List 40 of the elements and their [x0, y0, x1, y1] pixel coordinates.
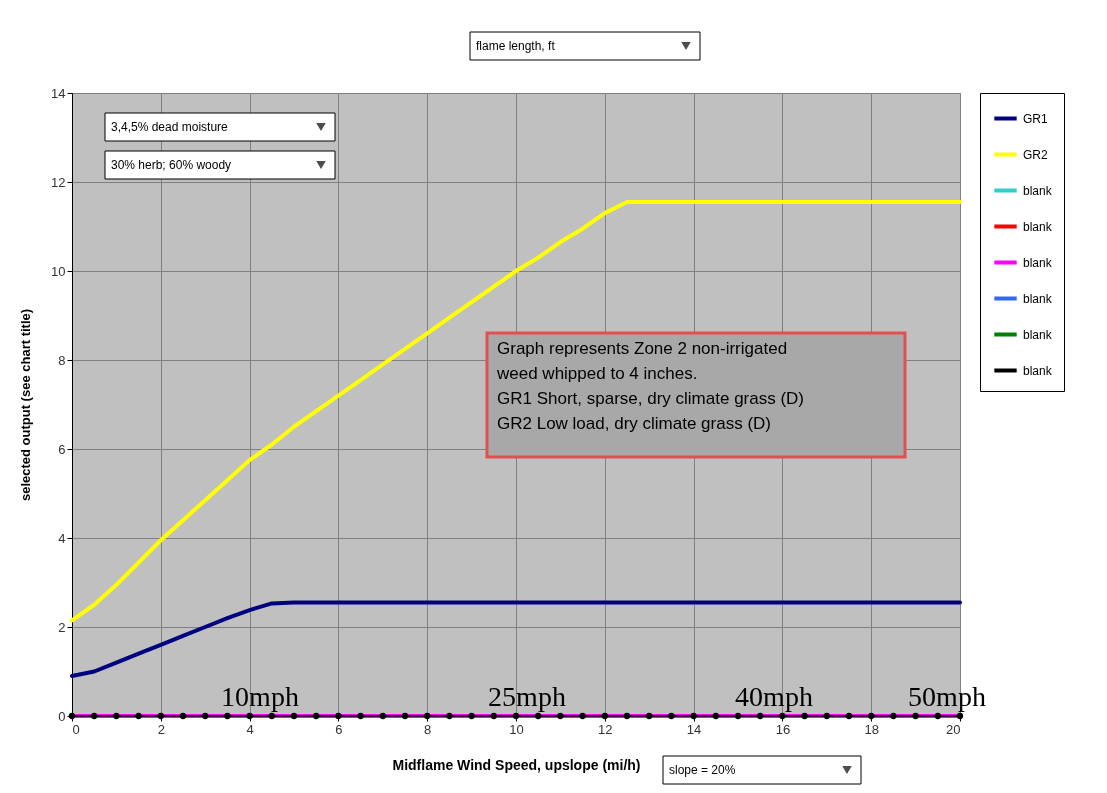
legend-label: blank: [1023, 183, 1053, 198]
x-tick-label: 6: [335, 721, 343, 737]
annotation: 3,4,5% dead moisture: [111, 120, 229, 134]
legend-label: blank: [1023, 255, 1053, 270]
y-tick-label: 14: [51, 85, 66, 101]
y-tick-label: 4: [58, 530, 66, 546]
line-series: [70, 200, 962, 623]
x-tick-label: 14: [686, 721, 702, 737]
chart-title: flame length, ft: [476, 39, 556, 53]
annotation: Graph represents Zone 2 non-irrigated weed whipped to 4 inches. GR1 Short, sparse, dry climate grass (D) GR2 Low load, dry climate grass (D): [496, 339, 805, 433]
y-tick-label: 12: [51, 174, 66, 190]
x-tick-label: 4: [246, 721, 254, 737]
x-tick-label: 2: [157, 721, 165, 737]
annotation: 30% herb; 60% woody: [111, 158, 232, 172]
y-tick-label: 2: [58, 619, 66, 635]
annotation: 40mph: [735, 681, 813, 712]
y-axis-title: selected output (see chart title): [18, 308, 34, 502]
x-axis-title: Midflame Wind Speed, upslope (mi/h): [392, 756, 641, 773]
y-tick-label: 6: [58, 441, 66, 457]
annotation: 10mph: [221, 681, 299, 712]
x-tick-label: 18: [864, 721, 879, 737]
x-tick-label: 20: [946, 721, 961, 737]
y-tick-label: 10: [51, 263, 66, 279]
annotation: 50mph: [908, 681, 986, 712]
annotation: 25mph: [488, 681, 566, 712]
legend-label: blank: [1023, 327, 1053, 342]
x-tick-label: 8: [424, 721, 432, 737]
legend-label: blank: [1023, 219, 1053, 234]
y-tick-label: 0: [58, 708, 66, 724]
legend-label: GR2: [1023, 147, 1048, 162]
legend-label: GR1: [1023, 111, 1048, 126]
x-tick-label: 10: [509, 721, 524, 737]
x-tick-label: 16: [775, 721, 791, 737]
legend-label: blank: [1023, 363, 1053, 378]
text: slope = 20%: [669, 763, 736, 777]
x-tick-label: 0: [72, 721, 80, 737]
line-series: [70, 600, 962, 678]
x-tick-label: 12: [598, 721, 613, 737]
y-tick-label: 8: [58, 352, 66, 368]
legend-label: blank: [1023, 291, 1053, 306]
